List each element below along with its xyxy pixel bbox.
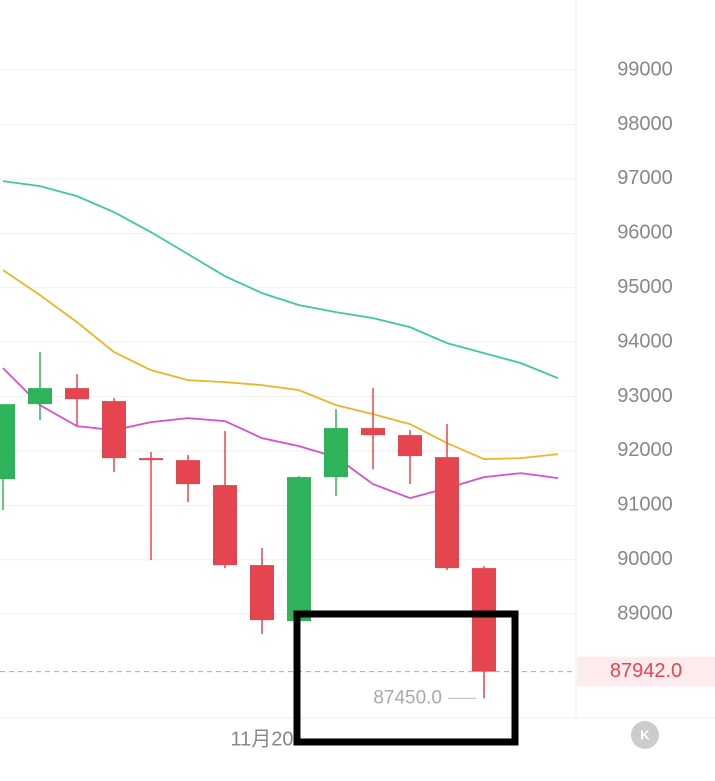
y-tick-label: 92000 [617, 439, 673, 461]
candle-body [398, 435, 422, 457]
candle-body [102, 401, 126, 459]
y-tick-label: 95000 [617, 276, 673, 298]
highlight-box [293, 610, 519, 746]
candle-body [361, 428, 385, 436]
y-tick-label: 97000 [617, 167, 673, 189]
y-tick-label: 90000 [617, 548, 673, 570]
low-marker-label: 87450.0 [373, 687, 442, 708]
moving-average-line [2, 367, 559, 500]
candle-body [176, 460, 200, 485]
candle-body [287, 477, 311, 622]
candle-body [472, 568, 496, 672]
y-tick-label: 94000 [617, 330, 673, 352]
moving-average-line [2, 180, 559, 379]
icon-label[interactable]: K [640, 727, 650, 742]
candle-body [65, 388, 89, 400]
last-price-tag [577, 656, 715, 687]
candle-body [0, 404, 15, 480]
candle-body [28, 388, 52, 405]
candle-body [250, 565, 274, 621]
plot-area: 89000 90000 91000 92000 93000 94000 95000 96000… [0, 58, 715, 750]
y-tick-label: 98000 [617, 113, 673, 135]
y-tick-label: 89000 [617, 602, 673, 624]
candle-body [324, 428, 348, 478]
icon-circle[interactable] [631, 721, 659, 749]
moving-average-line [2, 269, 559, 461]
y-tick-label: 99000 [617, 58, 673, 80]
y-tick-label: 96000 [617, 222, 673, 244]
y-tick-label: 93000 [617, 385, 673, 407]
x-tick-label: 11月20 [230, 728, 293, 750]
last-price-label: 87942.0 [610, 660, 682, 682]
candle-body [213, 485, 237, 566]
candle-body [139, 458, 163, 461]
y-tick-label: 91000 [617, 494, 673, 516]
candle-body [435, 457, 459, 569]
